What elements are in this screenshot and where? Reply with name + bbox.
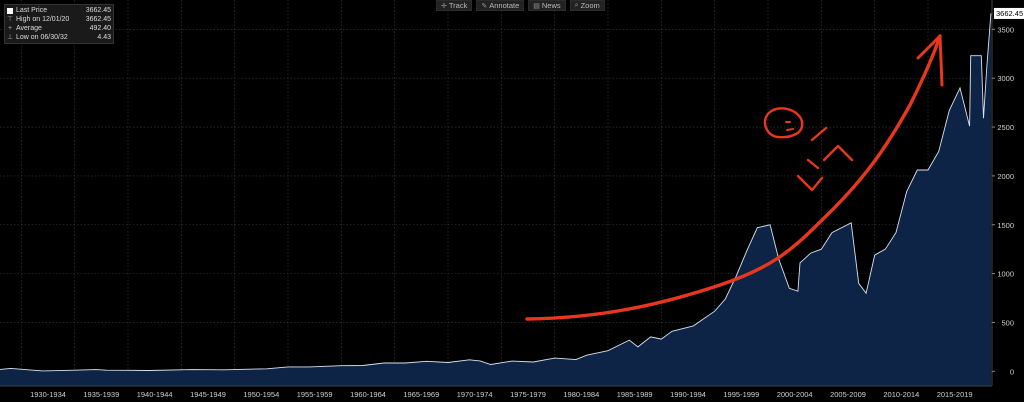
legend: Last Price 3662.45 ⊤ High on 12/01/20 3662.4…: [4, 4, 114, 44]
x-tick-label: 1980-1984: [563, 390, 599, 399]
x-axis: 1930-1934 1935-1939 1940-1944 1945-1949 1950…: [30, 390, 973, 399]
y-tick-label: 1500: [997, 221, 1014, 230]
stick-figure-body: [796, 126, 854, 192]
legend-value: 3662.45: [85, 16, 111, 23]
y-axis: 0 500 1000 1500 2000 2500 3000 3500: [992, 25, 1014, 376]
toolbar-zoom-button[interactable]: ⌕ Zoom: [569, 0, 605, 11]
toolbar-label: Zoom: [580, 1, 600, 10]
series-swatch: [7, 7, 13, 14]
news-icon: ▤: [533, 2, 540, 10]
toolbar-annotate-button[interactable]: ✎ Annotate: [476, 0, 525, 11]
y-tick-label: 2500: [997, 123, 1014, 132]
legend-label: Average: [16, 25, 42, 32]
x-tick-label: 1975-1979: [510, 390, 546, 399]
legend-value: 4.43: [97, 34, 111, 41]
x-tick-label: 1985-1989: [617, 390, 653, 399]
toolbar-track-button[interactable]: ✛ Track: [436, 0, 473, 11]
x-tick-label: 1955-1959: [297, 390, 333, 399]
legend-row: + Average 492.40: [7, 24, 111, 33]
last-value-label: 3662.45: [996, 9, 1023, 18]
x-tick-label: 2000-2004: [777, 390, 813, 399]
marker-icon: ⊤: [7, 16, 14, 23]
x-tick-label: 1995-1999: [723, 390, 759, 399]
y-tick-label: 1000: [997, 270, 1014, 279]
y-tick-label: 2000: [997, 172, 1014, 181]
marker-icon: +: [7, 25, 13, 32]
y-tick-label: 0: [1010, 367, 1014, 376]
stick-figure-head: [763, 107, 804, 139]
y-tick-label: 3000: [997, 74, 1014, 83]
toolbar-label: Track: [448, 1, 468, 10]
legend-value: 3662.45: [85, 7, 111, 14]
x-tick-label: 1945-1949: [190, 390, 226, 399]
legend-label: Low on 06/30/32: [16, 34, 68, 41]
legend-row: ⊤ High on 12/01/20 3662.45: [7, 15, 111, 24]
stick-figure-face: [785, 121, 794, 131]
legend-value: 492.40: [89, 25, 111, 32]
x-tick-label: 1930-1934: [30, 390, 66, 399]
toolbar-label: News: [541, 1, 561, 10]
x-tick-label: 1965-1969: [403, 390, 439, 399]
price-line: [0, 13, 992, 372]
x-tick-label: 1950-1954: [243, 390, 279, 399]
x-tick-label: 1940-1944: [137, 390, 173, 399]
x-tick-label: 2010-2014: [883, 390, 919, 399]
annotate-icon: ✎: [481, 2, 488, 10]
price-area-fill: [0, 13, 991, 387]
x-tick-label: 1990-1994: [670, 390, 706, 399]
zoom-icon: ⌕: [574, 1, 579, 9]
x-tick-label: 1935-1939: [83, 390, 119, 399]
chart-toolbar: ✛ Track ✎ Annotate ▤ News ⌕ Zoom: [436, 0, 605, 11]
x-tick-label: 2015-2019: [937, 390, 973, 399]
track-icon: ✛: [441, 2, 447, 10]
toolbar-label: Annotate: [489, 1, 520, 10]
y-tick-label: 3500: [997, 25, 1014, 34]
marker-icon: ⊥: [7, 34, 14, 41]
y-tick-label: 500: [1001, 318, 1014, 327]
legend-label: Last Price: [16, 7, 48, 14]
legend-row: ⊥ Low on 06/30/32 4.43: [7, 33, 111, 42]
x-tick-label: 1970-1974: [457, 390, 493, 399]
x-tick-label: 1960-1964: [350, 390, 386, 399]
x-tick-label: 2005-2009: [830, 390, 866, 399]
hand-drawn-annotation: [525, 34, 944, 321]
grid: [0, 0, 992, 386]
trend-arrow-curve: [525, 34, 942, 321]
trend-arrow-head: [916, 34, 944, 87]
last-value-tag: 3662.45: [994, 7, 1024, 19]
legend-row: Last Price 3662.45: [7, 6, 111, 15]
legend-label: High on 12/01/20: [16, 16, 70, 23]
toolbar-news-button[interactable]: ▤ News: [528, 0, 566, 11]
